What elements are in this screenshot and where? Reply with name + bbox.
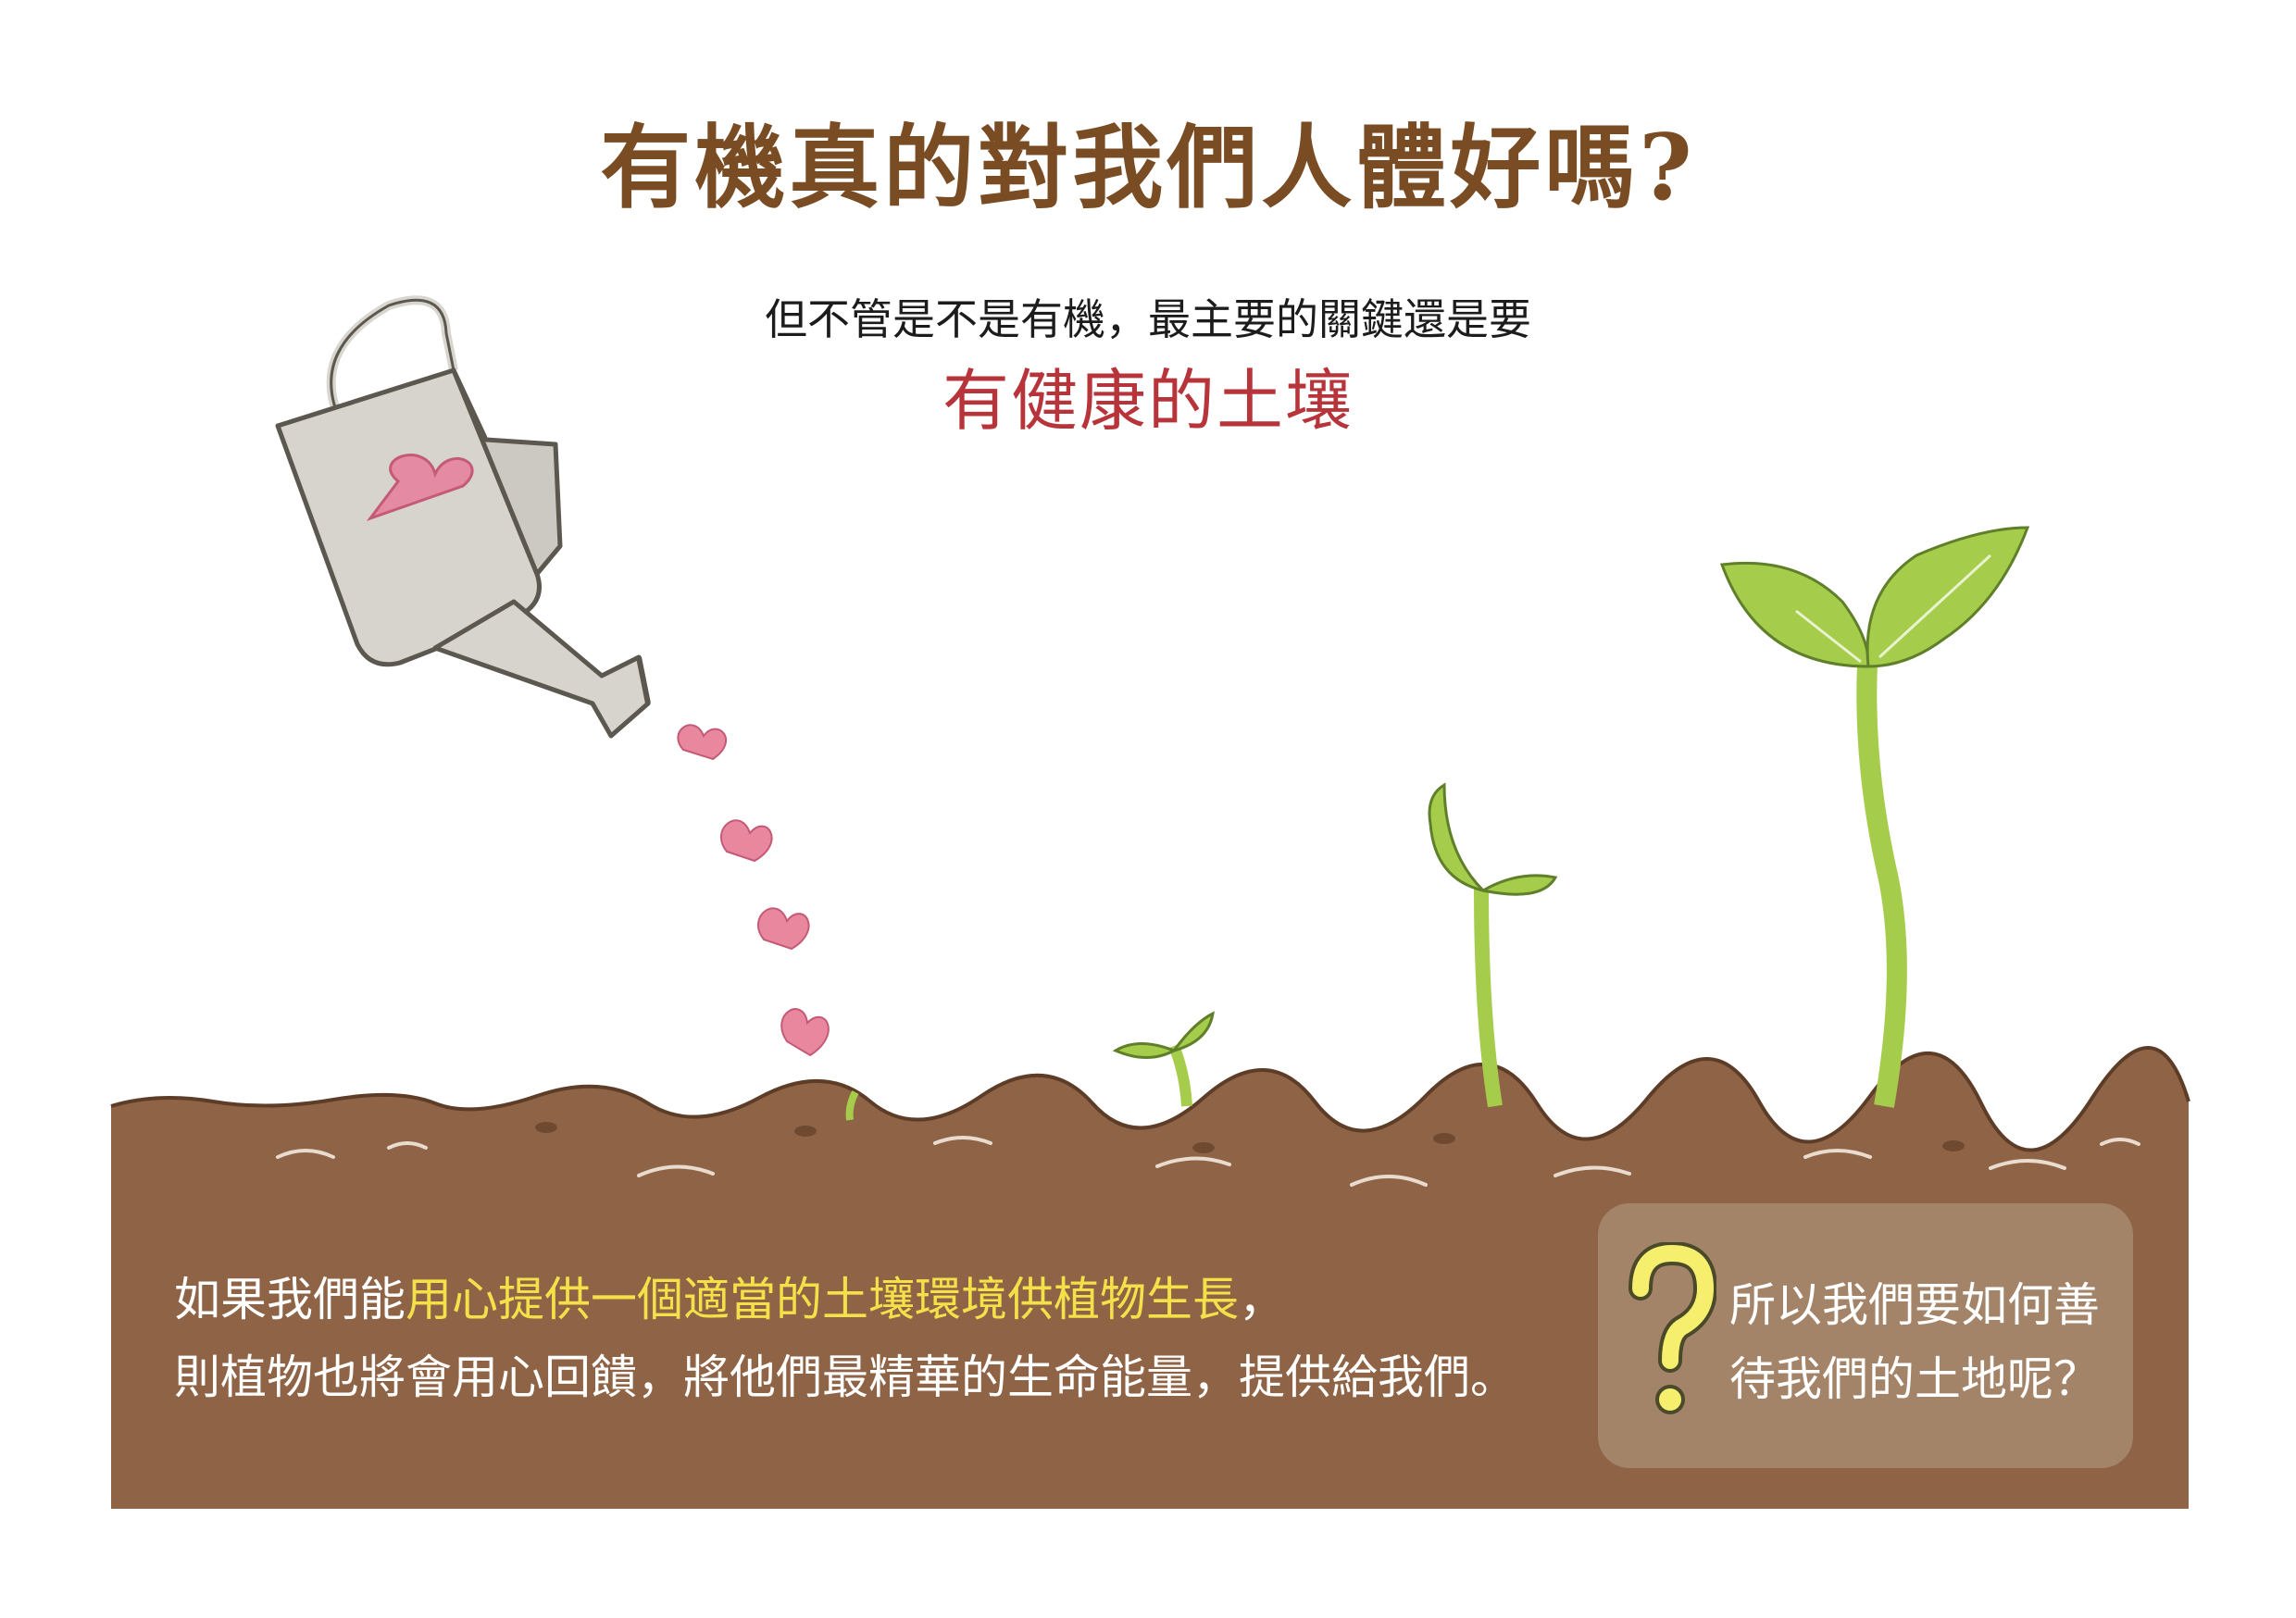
seedling-icon — [1719, 526, 2030, 1108]
seedling-icon — [845, 1090, 859, 1121]
body-paragraph: 如果我們能用心提供一個適當的土壤環境供植物生長， 則植物也將會用心回饋，將他們最… — [174, 1261, 1563, 1416]
question-mark-icon — [1628, 1242, 1716, 1414]
body-line-1: 如果我們能用心提供一個適當的土壤環境供植物生長， — [174, 1261, 1563, 1338]
question-line-1: 所以我們要如何善 — [1729, 1278, 2100, 1332]
body-line-1-highlight: 用心提供一個適當的土壤環境供植物生長 — [406, 1273, 1239, 1326]
highlight-heading: 有健康的土壤 — [942, 362, 1354, 440]
falling-hearts — [677, 724, 830, 1057]
body-line-2: 則植物也將會用心回饋，將他們最精華的生命能量，提供給我們。 — [174, 1350, 1516, 1404]
body-line-1-post: ， — [1239, 1273, 1285, 1326]
body-line-1-pre: 如果我們能 — [174, 1273, 406, 1326]
seedling-icon — [1428, 782, 1558, 1108]
question-text: 所以我們要如何善 待我們的土地呢？ — [1729, 1268, 2118, 1416]
page-title: 有機真的對我們人體好嗎? — [600, 115, 1696, 221]
seedling-icon — [1112, 1011, 1215, 1107]
subtitle: 但不管是不是有機，最主要的關鍵還是要 — [765, 294, 1531, 344]
watering-can-icon — [275, 295, 651, 739]
heart-icon — [366, 454, 474, 522]
question-line-2: 待我們的土地呢？ — [1729, 1352, 2100, 1406]
